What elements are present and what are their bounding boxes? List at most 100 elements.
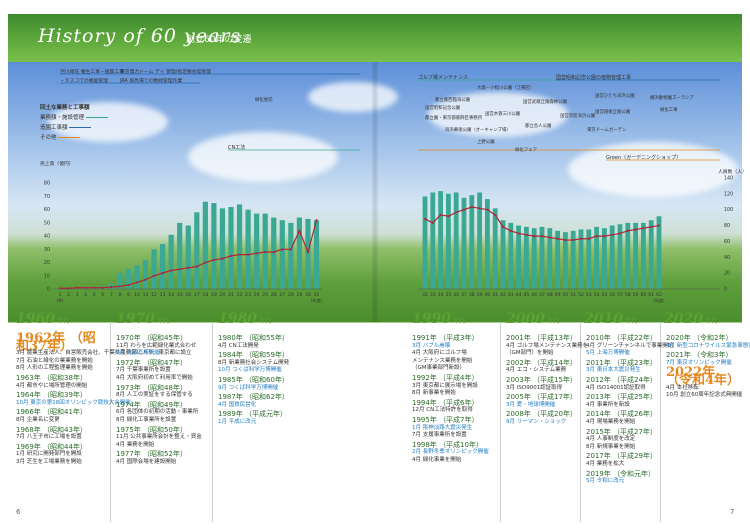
x-tick-label: 55 [601, 292, 607, 298]
event-year: 2002年 （平成14年） [506, 358, 577, 367]
event-item: 2月 長野冬季オリンピック開催 [412, 449, 489, 456]
line-point [229, 254, 233, 258]
x-tick-label: 32 [422, 292, 428, 298]
bar [254, 213, 260, 289]
event-year: 1992年 （平成4年） [412, 373, 479, 382]
bar [500, 220, 506, 289]
event-item: 1月 研究に開発部門を開設 [16, 451, 82, 458]
bar [305, 218, 311, 289]
x-tick-label: 11 [143, 292, 149, 298]
x-tick-label: 7 [110, 292, 113, 298]
line-point [84, 286, 87, 289]
line-point [298, 229, 301, 232]
y2-tick-label: 0 [724, 287, 727, 293]
event-item: 3月 芝生を工場業務を開始 [16, 458, 82, 465]
event-item: 4月 都市やに場所管理の開始 [16, 382, 88, 389]
x-tick-label: 40 [484, 292, 490, 298]
line-series [424, 206, 660, 241]
event-year: 1974年 （昭和49年） [116, 400, 187, 409]
bar [461, 197, 467, 289]
event-item: 9月 リーマン・ショック [506, 418, 567, 425]
annotation: 国営昭和記念公園 [425, 106, 461, 111]
x-tick-label: 28 [288, 292, 294, 298]
event-year: 1987年 （昭和62年） [218, 393, 289, 402]
bar [168, 234, 174, 289]
timeline-label-2: 東京電力ドーム デイ 管理/指定機会館管理 [120, 70, 211, 75]
event-item: 10月 創立60周年記念式典開催 [666, 392, 743, 399]
bar [125, 269, 131, 289]
event-item: 5月 上海万博開催 [586, 350, 630, 357]
line-point [195, 265, 198, 268]
bar [142, 259, 149, 289]
event-item: 3月 愛・地球博開催 [506, 401, 556, 408]
bar [492, 208, 498, 289]
event-item: 10月 つくば科学万博開催 [218, 367, 282, 374]
events-2020: 2020年 （令和2年） 4月 新型コロナウイルス緊急事態宣言 2021年 （令和3… [666, 333, 750, 400]
line-points [58, 205, 661, 290]
event-year: 2001年 （平成13年） [506, 334, 577, 342]
x-tick-label: 47 [539, 292, 545, 298]
event-year: 1984年 （昭和59年） [218, 351, 289, 360]
timeline-label-green: Green（ガーデニングショップ） [606, 155, 682, 161]
event-item: 5月 令和に改元 [586, 478, 625, 485]
line-point [101, 286, 104, 289]
event-item: 11月 わらを広範緑化業式合わせ [116, 342, 197, 349]
x-tick-label: 1 [59, 292, 62, 298]
event-item: 3月 バブル崩壊 [412, 342, 451, 349]
event-item: 4月 グリーンチャンネルで事業開始 [586, 342, 674, 349]
event-item: メンテナンス業務を開始 [412, 357, 473, 364]
legend-item-2: その他 [40, 133, 108, 143]
timeline-label-3: ・タスコでの機能管理 [60, 79, 108, 84]
event-item: 6月 各団体の初期の活動・事業所 [116, 409, 199, 416]
annotation-cluster: 緑化委託 大森・小松川公園（江東区） 都立葛西臨海公園 国営昭和記念公園 国営武… [255, 84, 725, 164]
line-point [76, 286, 79, 289]
event-item: 8月 新規事業を開始 [586, 443, 636, 450]
y2-tick-label: 100 [724, 207, 733, 213]
x-tick-label: 37 [461, 292, 467, 298]
decade-2020: 2020 年代 [664, 311, 717, 327]
bar [288, 222, 294, 289]
event-item: 4月 新型コロナウイルス緊急事態宣言 [666, 342, 750, 349]
x-tick-label: 19 [211, 292, 217, 298]
bar [245, 209, 251, 289]
page-gutter [372, 62, 378, 530]
header-bar: History of 60 years 創立60年の変遷 [8, 14, 742, 62]
x-tick-label: 57 [617, 292, 623, 298]
bar [648, 220, 654, 289]
decade-1970: 1970 年代 [116, 311, 169, 327]
event-item: 10月 東京の第18回オリンピック競技大会開催 [16, 399, 131, 406]
annotation: 横浜動物園ズーラシア [650, 96, 694, 101]
timeline-label-4: JRA 競馬場での敷緑管理作業 [120, 79, 183, 84]
event-item: 8月 人形の工程監理業務を開始 [16, 365, 93, 372]
event-year: 1973年 （昭和48年） [116, 383, 187, 392]
x-tick-label: 22 [237, 292, 243, 298]
bar [194, 212, 200, 289]
x-tick-label: 43 [508, 292, 514, 298]
x-tick-label: 4 [84, 292, 87, 298]
y2-tick-label: 140 [724, 176, 733, 182]
bar [586, 229, 592, 289]
event-year: 2011年 （平成23年） [586, 358, 657, 367]
x-tick-label: 12 [151, 292, 157, 298]
bar [555, 230, 560, 289]
x-tick-label: 24 [254, 292, 260, 298]
x-tick-label: 3 [76, 292, 79, 298]
bar [641, 222, 646, 289]
event-year: 2014年 （平成26年） [586, 410, 657, 419]
y-tick-label: 20 [44, 260, 50, 266]
y-tick-label: 80 [44, 181, 50, 187]
x-tick-label: 30 [305, 292, 311, 298]
x-tick-label: 21 [228, 292, 234, 298]
bar [228, 207, 234, 289]
bar [633, 222, 638, 289]
sky-field-background [8, 62, 742, 322]
x-tick-label: 39 [477, 292, 483, 298]
events-1960: 1962年 （昭和37年） 3月 農業生産法人、自営販売会社、千葉県農務部に入り、… [16, 332, 192, 467]
y-tick-label: 0 [47, 287, 50, 293]
y-tick-label: 50 [44, 220, 50, 226]
line-point [204, 261, 207, 264]
event-item: 4月 国鉄民営化 [218, 401, 257, 408]
legend-item-0: 業務額・施設管理 [40, 113, 108, 123]
event-item: 4月 エコ・システム業務 [506, 367, 567, 374]
